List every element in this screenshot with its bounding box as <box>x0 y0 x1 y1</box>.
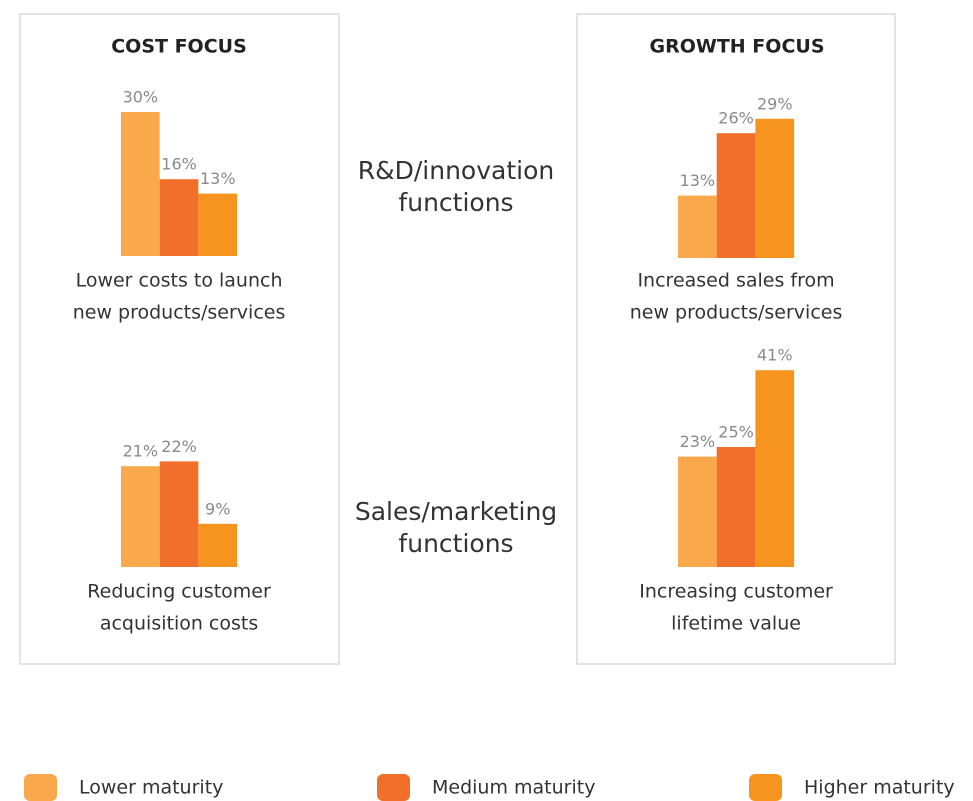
value-label: 25% <box>718 423 754 442</box>
chart-caption: lifetime value <box>671 613 801 635</box>
legend-label: Lower maturity <box>79 777 223 799</box>
value-label: 13% <box>200 169 236 188</box>
legend-swatch <box>749 774 782 801</box>
cost-panel <box>19 13 340 665</box>
bar <box>159 179 199 256</box>
panel-title: COST FOCUS <box>111 36 247 58</box>
legend-swatch <box>377 774 410 801</box>
value-label: 9% <box>205 499 230 518</box>
row-label: functions <box>398 529 513 558</box>
chart-caption: Increasing customer <box>639 581 833 603</box>
row-label: Sales/marketing <box>355 497 557 526</box>
bar <box>121 466 160 567</box>
legend-swatch <box>24 774 57 801</box>
row-label: functions <box>398 188 513 217</box>
chart-caption: new products/services <box>73 302 286 324</box>
chart-caption: new products/services <box>630 302 843 324</box>
chart-caption: Reducing customer <box>87 581 271 603</box>
bar <box>755 118 795 258</box>
value-label: 26% <box>718 109 754 128</box>
panel-title: GROWTH FOCUS <box>650 36 825 58</box>
value-label: 21% <box>123 442 159 461</box>
row-label: R&D/innovation <box>358 156 554 185</box>
value-label: 29% <box>757 94 793 113</box>
chart-caption: Increased sales from <box>637 270 834 292</box>
bar <box>121 112 160 256</box>
bar <box>678 195 717 258</box>
legend-label: Higher maturity <box>804 777 955 799</box>
value-label: 23% <box>680 432 716 451</box>
bar <box>198 523 238 567</box>
chart-caption: Lower costs to launch <box>76 270 283 292</box>
value-label: 13% <box>680 171 716 190</box>
bar <box>755 370 795 567</box>
value-label: 30% <box>123 88 159 107</box>
value-label: 16% <box>161 155 197 174</box>
value-label: 41% <box>757 346 793 365</box>
bar <box>716 447 756 567</box>
bar <box>198 193 238 256</box>
bar <box>159 461 199 567</box>
value-label: 22% <box>161 437 197 456</box>
bar <box>678 456 717 567</box>
chart-caption: acquisition costs <box>100 613 258 635</box>
growth-panel <box>576 13 896 665</box>
legend-label: Medium maturity <box>432 777 595 799</box>
bar <box>716 133 756 258</box>
